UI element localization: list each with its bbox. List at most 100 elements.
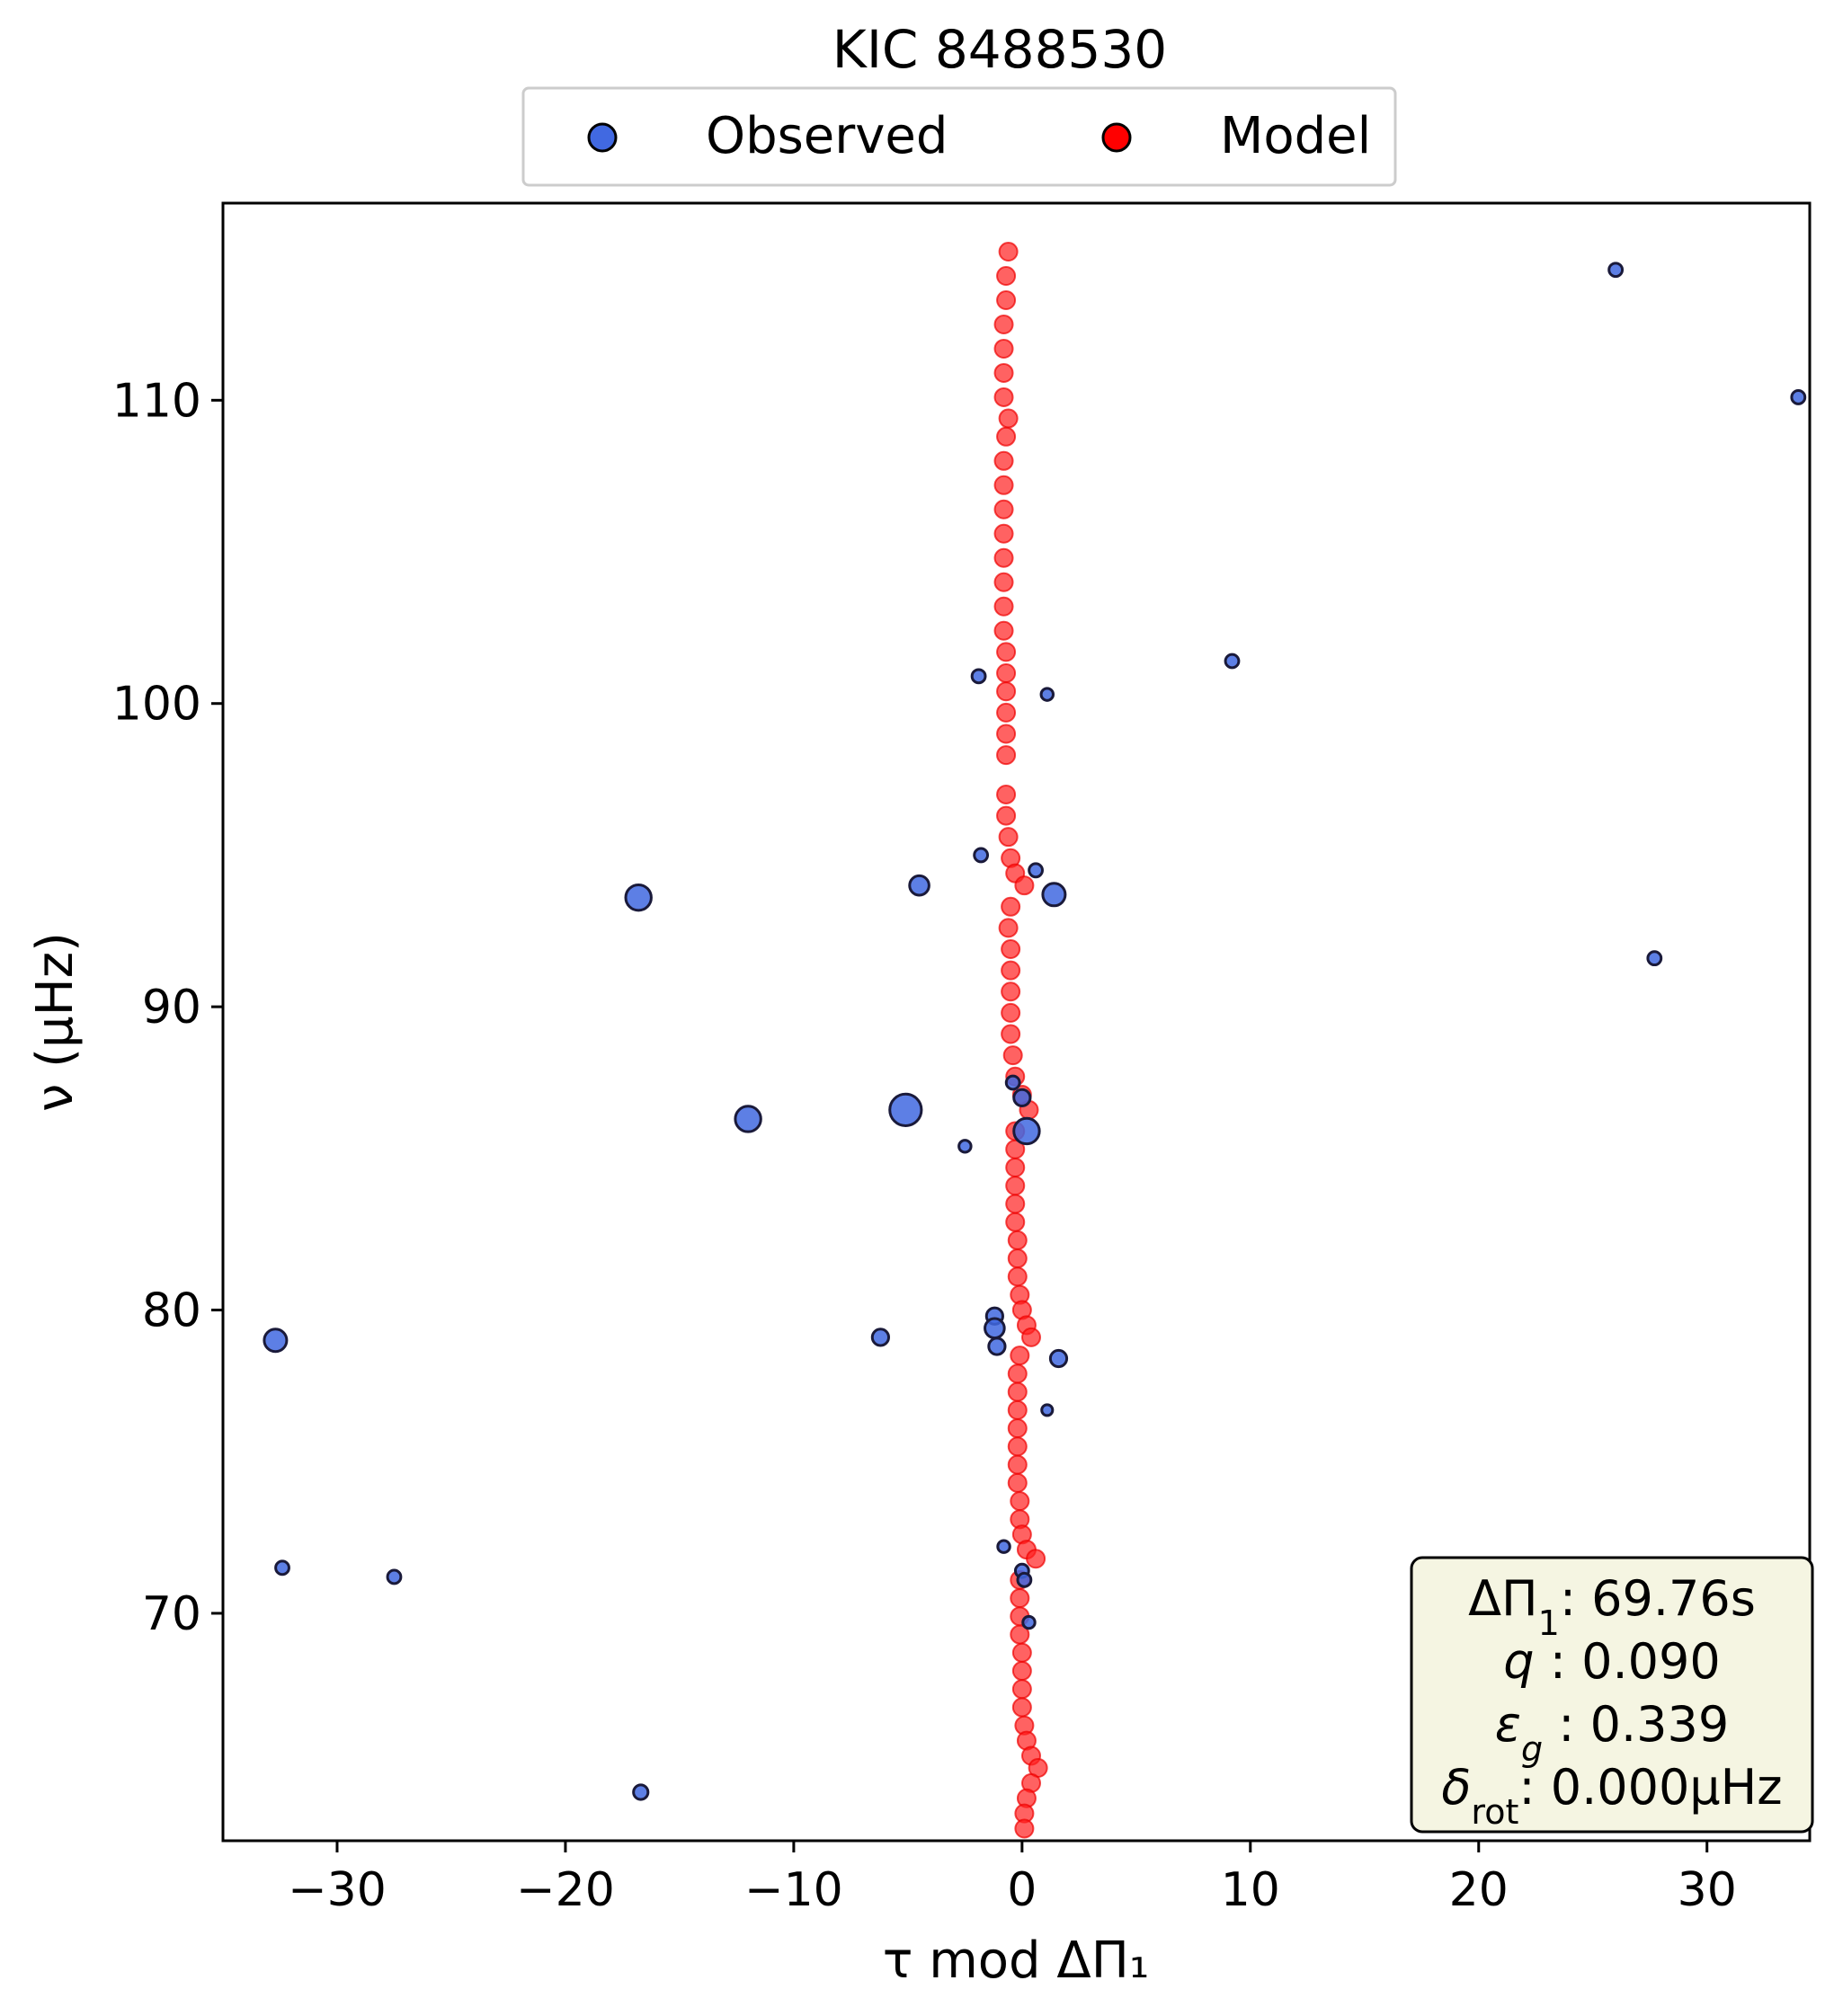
model-point <box>1011 1697 1032 1718</box>
model-point <box>1007 1381 1028 1402</box>
legend: Observed Model <box>521 86 1397 187</box>
model-point <box>1010 1588 1030 1609</box>
model-point <box>1010 1491 1030 1512</box>
model-point <box>998 827 1019 848</box>
observed-point <box>1012 1088 1032 1107</box>
model-point <box>1005 1157 1026 1177</box>
model-point <box>1011 1642 1032 1663</box>
model-point <box>1005 1212 1026 1232</box>
model-point <box>1011 1661 1032 1682</box>
model-point <box>1007 1230 1028 1250</box>
model-point <box>1001 939 1021 960</box>
model-point <box>1001 896 1021 917</box>
x-axis: −30 −20 −10 0 10 20 30 <box>288 1841 1737 1917</box>
x-tick-label: −20 <box>516 1863 615 1917</box>
observed-point <box>973 847 990 864</box>
plot-area-frame <box>221 201 1812 1843</box>
model-point <box>998 408 1019 429</box>
model-point <box>993 314 1014 334</box>
observed-point <box>908 874 930 897</box>
model-series <box>993 241 1048 1839</box>
observed-point <box>870 1328 890 1347</box>
model-point <box>1001 1002 1021 1023</box>
x-tick-label: 30 <box>1678 1863 1737 1917</box>
model-point <box>993 386 1014 407</box>
x-tick-label: 10 <box>1221 1863 1280 1917</box>
model-point <box>998 241 1019 262</box>
legend-marker-observed <box>587 122 618 153</box>
info-line: q : 0.090 <box>1503 1633 1720 1690</box>
legend-label-model: Model <box>1220 107 1371 165</box>
model-point <box>996 289 1017 310</box>
model-point <box>1005 1194 1026 1214</box>
chart-title: KIC 8488530 <box>832 19 1167 80</box>
observed-point <box>970 668 987 685</box>
model-point <box>993 523 1014 544</box>
info-box-frame <box>1410 1556 1814 1834</box>
observed-point <box>996 1539 1011 1554</box>
model-point <box>1007 1399 1028 1420</box>
y-tick-label: 70 <box>142 1587 201 1641</box>
model-point <box>1005 1176 1026 1196</box>
model-point <box>1014 875 1035 896</box>
model-point <box>996 805 1017 826</box>
x-axis-label: τ mod ΔΠ₁ <box>883 1932 1150 1990</box>
observed-point <box>263 1328 289 1354</box>
model-point <box>1007 1454 1028 1475</box>
info-line: εg : 0.339 <box>1495 1696 1729 1769</box>
observed-point <box>1028 862 1044 879</box>
observed-point <box>888 1092 923 1127</box>
observed-point <box>1004 1074 1021 1091</box>
model-point <box>1007 1363 1028 1384</box>
observed-point <box>632 1783 650 1801</box>
y-axis: 70 80 90 100 110 <box>112 374 223 1641</box>
info-line: ΔΠ1: 69.76s <box>1468 1570 1756 1643</box>
observed-point <box>1224 653 1241 670</box>
model-point <box>996 265 1017 286</box>
observed-point <box>1646 950 1663 967</box>
observed-point <box>624 883 653 912</box>
observed-point <box>274 1559 290 1576</box>
observed-point <box>1039 687 1055 702</box>
model-point <box>1007 1436 1028 1457</box>
model-point <box>996 784 1017 804</box>
observed-point <box>1040 1403 1055 1417</box>
x-tick-label: −10 <box>744 1863 843 1917</box>
model-point <box>1001 960 1021 981</box>
model-point <box>996 724 1017 744</box>
model-point <box>1010 1345 1030 1366</box>
observed-point <box>734 1105 762 1133</box>
model-point <box>996 662 1017 683</box>
model-point <box>1007 1248 1028 1269</box>
y-axis-label: ν (μHz) <box>26 932 85 1112</box>
observed-point <box>987 1337 1007 1356</box>
y-tick-label: 110 <box>112 374 201 428</box>
model-point <box>993 499 1014 520</box>
observed-point <box>1048 1348 1069 1369</box>
observed-point <box>386 1568 403 1585</box>
model-point <box>1021 1327 1042 1347</box>
model-point <box>1007 1418 1028 1439</box>
model-point <box>993 572 1014 592</box>
observed-point <box>1012 1116 1041 1146</box>
model-point <box>993 596 1014 617</box>
model-point <box>993 362 1014 383</box>
model-point <box>1002 1045 1023 1066</box>
model-point <box>998 918 1019 938</box>
y-tick-label: 80 <box>142 1284 201 1338</box>
legend-frame <box>521 86 1397 187</box>
observed-point <box>957 1139 973 1154</box>
model-point <box>996 642 1017 662</box>
model-point <box>993 338 1014 359</box>
model-point <box>996 681 1017 702</box>
model-point <box>996 426 1017 447</box>
model-point <box>1001 1024 1021 1044</box>
info-line: δrot: 0.000μHz <box>1441 1759 1782 1832</box>
model-point <box>1014 1818 1035 1839</box>
observed-point <box>1790 389 1807 405</box>
x-tick-label: 20 <box>1449 1863 1509 1917</box>
legend-label-observed: Observed <box>706 107 948 165</box>
model-point <box>993 620 1014 641</box>
